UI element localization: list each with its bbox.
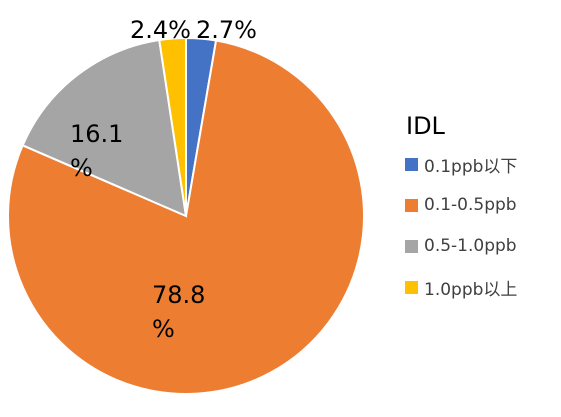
- legend-label: 0.5-1.0ppb: [424, 236, 517, 256]
- slice-labels-layer: 2.7% 78.8 % 16.1 % 2.4%: [70, 16, 257, 343]
- slices-layer: [7, 36, 365, 395]
- pie-slice: [7, 39, 365, 395]
- legend-swatch: [405, 239, 418, 253]
- slice-data-label: 2.4%: [130, 16, 191, 44]
- pie-slice: [21, 38, 188, 218]
- legend-title: IDL: [406, 112, 445, 140]
- legend-swatch: [405, 280, 418, 294]
- legend-swatch: [405, 198, 418, 212]
- slice-data-label: 2.7%: [196, 16, 257, 44]
- legend-item: 1.0ppb以上: [405, 275, 518, 300]
- legend-label: 0.1-0.5ppb: [424, 195, 517, 215]
- legend: IDL 0.1ppb以下 0.1-0.5ppb 0.5-1.0ppb 1.0pp…: [405, 112, 517, 316]
- slice-data-label: 78.8%: [152, 281, 205, 343]
- legend-item: 0.1ppb以下: [405, 152, 518, 177]
- legend-swatch: [405, 157, 418, 171]
- legend-item: 0.1-0.5ppb: [405, 193, 517, 217]
- legend-item: 0.5-1.0ppb: [405, 234, 517, 258]
- legend-label: 1.0ppb以上: [424, 279, 518, 300]
- pie-slice: [158, 36, 187, 217]
- legend-label: 0.1ppb以下: [424, 156, 518, 177]
- slice-data-label: 16.1%: [70, 120, 123, 182]
